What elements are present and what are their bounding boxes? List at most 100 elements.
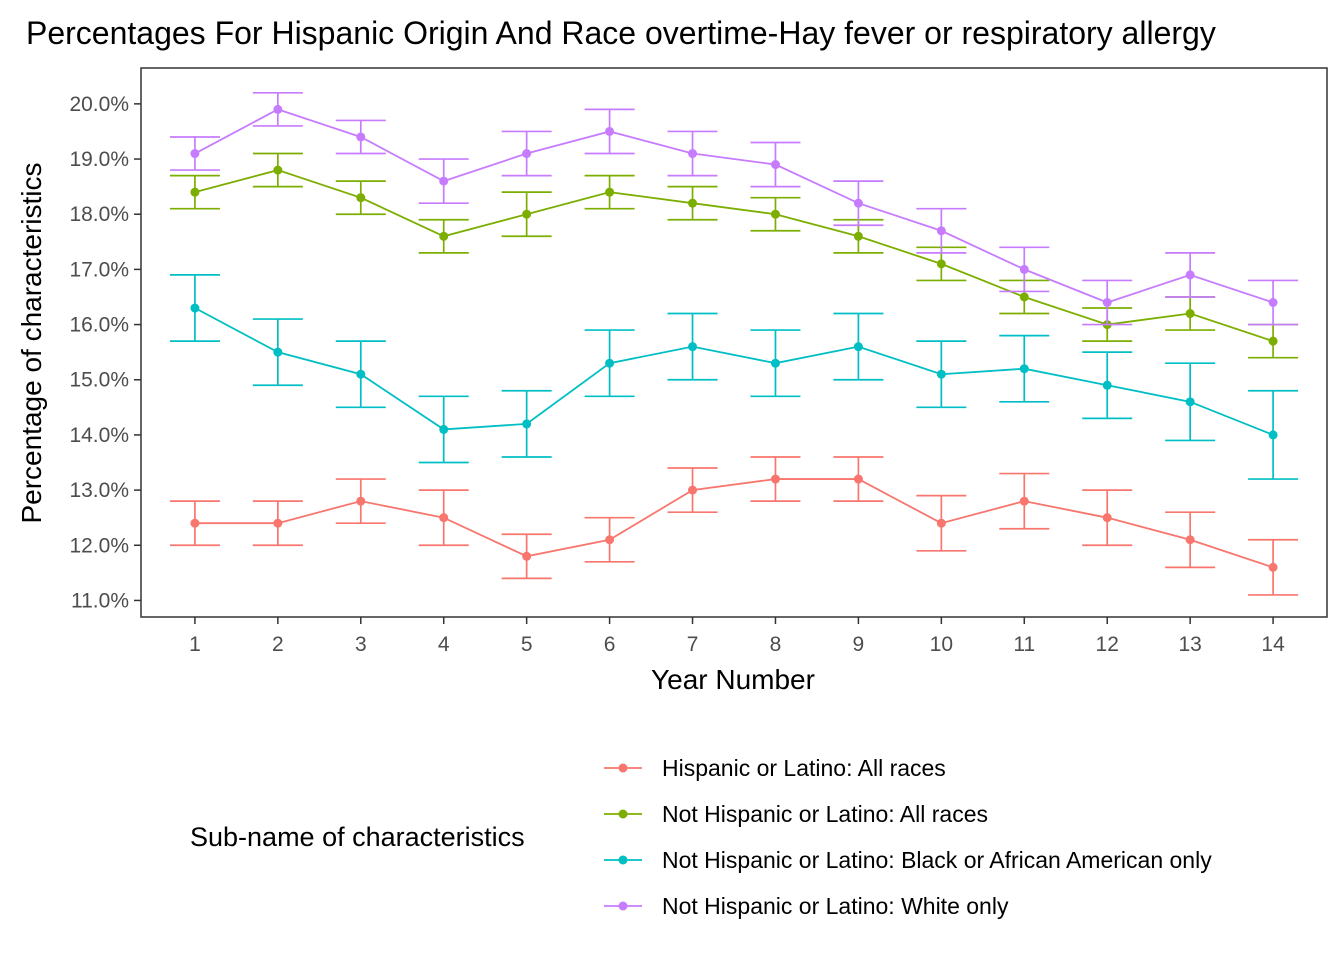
x-tick-label: 11	[1013, 633, 1035, 656]
legend-label: Not Hispanic or Latino: All races	[662, 801, 988, 827]
x-tick-label: 8	[770, 633, 782, 656]
data-point	[770, 358, 780, 368]
legend: Hispanic or Latino: All races Not Hispani…	[604, 755, 1212, 919]
x-tick-label: 7	[687, 633, 699, 656]
data-point	[1019, 264, 1029, 274]
data-point	[273, 165, 283, 175]
series-line	[194, 478, 1274, 569]
series-group	[169, 456, 1299, 596]
legend-label: Hispanic or Latino: All races	[662, 755, 946, 781]
y-tick-label: 14.0%	[69, 424, 129, 447]
data-point	[688, 149, 698, 159]
legend-key-point	[618, 763, 628, 773]
data-point	[1102, 380, 1112, 390]
legend-key-point	[618, 809, 628, 819]
data-point	[439, 176, 449, 186]
data-point	[688, 198, 698, 208]
x-tick-label: 10	[930, 633, 953, 656]
series-line	[194, 169, 1274, 342]
chart-title: Percentages For Hispanic Origin And Race…	[26, 15, 1216, 51]
x-tick-label: 1	[189, 633, 201, 656]
data-point	[1102, 297, 1112, 307]
data-point	[770, 474, 780, 484]
data-point	[1185, 535, 1195, 545]
data-point	[522, 149, 532, 159]
y-tick-label: 13.0%	[69, 479, 129, 502]
data-point	[1185, 309, 1195, 319]
data-point	[853, 342, 863, 352]
data-point	[1102, 513, 1112, 523]
series-group	[169, 91, 1299, 326]
y-axis: 11.0% 12.0% 13.0% 14.0% 15.0% 16.0% 17.0% 18.0%…	[69, 93, 141, 612]
y-tick-label: 19.0%	[69, 148, 129, 171]
data-point	[605, 187, 615, 197]
data-point	[770, 160, 780, 170]
legend-key-point	[618, 901, 628, 911]
data-point	[688, 342, 698, 352]
legend-label: Not Hispanic or Latino: White only	[662, 893, 1009, 919]
y-tick-label: 15.0%	[69, 369, 129, 392]
data-point	[936, 259, 946, 269]
data-point	[1268, 430, 1278, 440]
data-point	[190, 187, 200, 197]
x-tick-label: 13	[1178, 633, 1201, 656]
x-tick-label: 9	[853, 633, 865, 656]
data-point	[1268, 297, 1278, 307]
data-point	[190, 303, 200, 313]
data-point	[688, 485, 698, 495]
legend-item: Hispanic or Latino: All races	[604, 755, 946, 781]
data-point	[190, 149, 200, 159]
y-tick-label: 12.0%	[69, 534, 129, 557]
data-point	[853, 474, 863, 484]
legend-item: Not Hispanic or Latino: All races	[604, 801, 988, 827]
x-axis-title: Year Number	[651, 664, 815, 695]
y-tick-label: 16.0%	[69, 314, 129, 337]
data-point	[190, 518, 200, 528]
data-point	[522, 209, 532, 219]
data-point	[356, 132, 366, 142]
legend-item: Not Hispanic or Latino: White only	[604, 893, 1009, 919]
x-tick-label: 5	[521, 633, 533, 656]
data-point	[1185, 270, 1195, 280]
series-line	[194, 108, 1274, 304]
data-point	[273, 104, 283, 114]
y-tick-label: 11.0%	[71, 589, 129, 612]
x-tick-label: 14	[1261, 633, 1285, 656]
x-tick-label: 2	[272, 633, 284, 656]
data-point	[936, 518, 946, 528]
data-point	[1019, 364, 1029, 374]
data-point	[1185, 397, 1195, 407]
data-point	[439, 424, 449, 434]
data-point	[605, 358, 615, 368]
data-point	[356, 369, 366, 379]
legend-key-point	[618, 855, 628, 865]
legend-label: Not Hispanic or Latino: Black or African…	[662, 847, 1212, 873]
data-point	[936, 226, 946, 236]
x-tick-label: 12	[1096, 633, 1119, 656]
data-point	[273, 518, 283, 528]
data-point	[853, 231, 863, 241]
x-tick-label: 4	[438, 633, 450, 656]
data-point	[1019, 496, 1029, 506]
data-point	[853, 198, 863, 208]
y-tick-label: 20.0%	[69, 93, 129, 116]
data-point	[605, 535, 615, 545]
y-tick-label: 17.0%	[69, 258, 129, 281]
legend-title: Sub-name of characteristics	[190, 822, 525, 852]
data-point	[356, 193, 366, 203]
x-tick-label: 6	[604, 633, 616, 656]
data-point	[1268, 336, 1278, 346]
data-point	[1268, 562, 1278, 572]
series-group	[169, 274, 1299, 480]
data-point	[273, 347, 283, 357]
y-axis-title: Percentage of characteristics	[16, 162, 47, 523]
x-tick-label: 3	[355, 633, 367, 656]
data-point	[522, 419, 532, 429]
data-point	[936, 369, 946, 379]
y-tick-label: 18.0%	[69, 203, 129, 226]
data-point	[356, 496, 366, 506]
x-axis: 1 2 3 4 5 6 7 8 9 10 11 12 13 14	[189, 617, 1285, 656]
series-layer	[169, 91, 1299, 596]
data-point	[522, 551, 532, 561]
